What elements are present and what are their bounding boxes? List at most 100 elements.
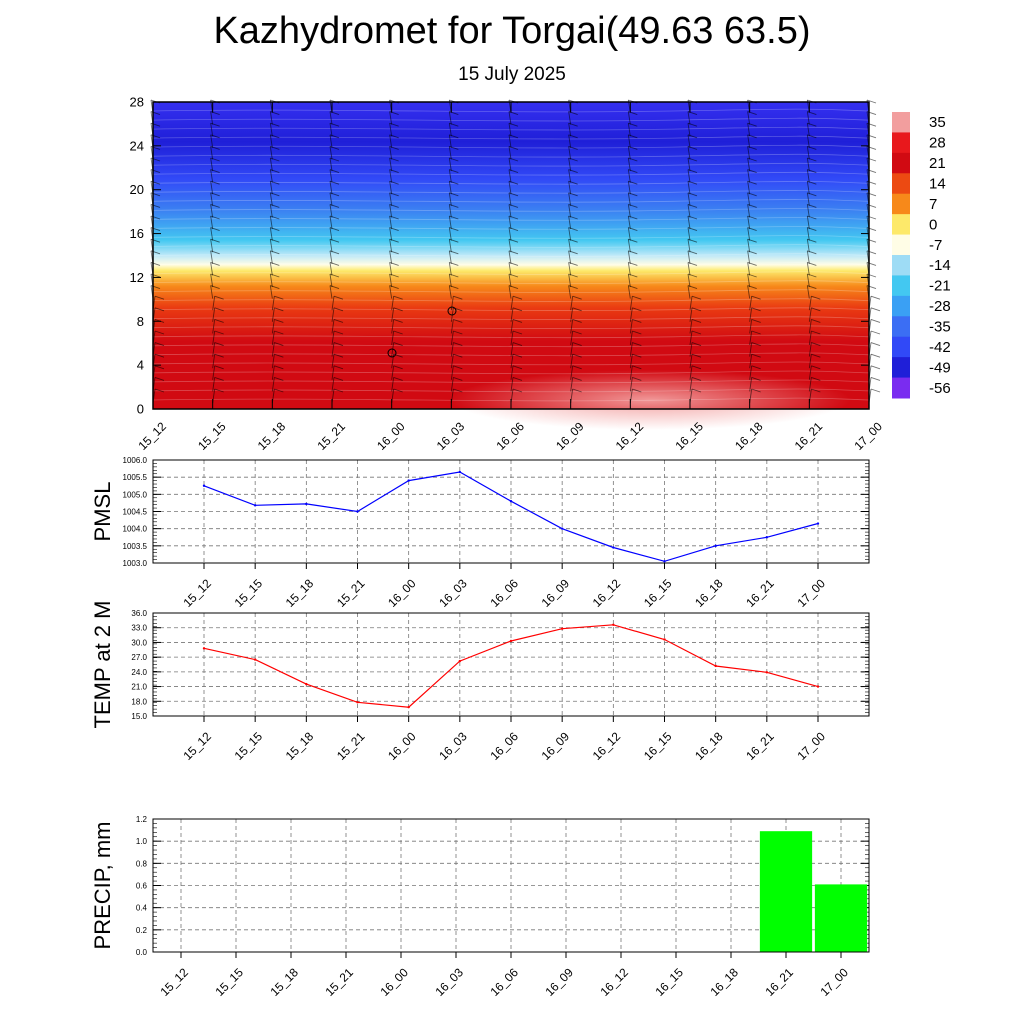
wind-barb-feather: [154, 353, 165, 358]
wind-barb: [329, 285, 333, 299]
contour-line: [152, 271, 870, 275]
wind-barb: [210, 273, 214, 288]
wind-barb: [331, 365, 335, 380]
y-tick-label: 0.0: [136, 948, 148, 957]
colorbar-segment: [892, 255, 910, 276]
wind-barb: [210, 239, 214, 253]
wind-barb: [448, 204, 452, 218]
wind-barb: [508, 134, 512, 148]
wind-barb: [806, 157, 810, 172]
wind-barb: [806, 250, 810, 264]
heatmap-y-tick-label: 16: [130, 226, 144, 241]
wind-barb-feather: [453, 365, 463, 370]
y-tick-label: 36.0: [131, 609, 147, 618]
y-tick-label: 0.4: [136, 904, 148, 913]
contour-line: [152, 316, 870, 320]
wind-barb: [269, 239, 273, 253]
colorbar-segment: [892, 295, 910, 317]
wind-barb: [329, 181, 333, 195]
wind-barb: [212, 307, 216, 322]
wind-barb-feather: [512, 365, 523, 370]
wind-barb: [269, 134, 273, 148]
wind-barb: [508, 157, 512, 172]
colorbar-segment: [892, 275, 910, 297]
wind-barb: [749, 365, 753, 380]
x-tick-label: 16_12: [597, 965, 631, 999]
wind-barb: [806, 285, 810, 299]
colorbar-segment: [892, 193, 910, 215]
wind-barb: [747, 273, 751, 288]
wind-barb: [389, 157, 393, 172]
colorbar-label: -7: [929, 237, 942, 254]
wind-barb: [806, 134, 810, 148]
wind-barb: [510, 365, 514, 380]
wind-barb: [391, 307, 395, 322]
contour-line: [152, 379, 870, 384]
wind-barb: [687, 285, 691, 299]
wind-barb: [450, 342, 454, 357]
wind-barb: [508, 192, 512, 206]
wind-barb: [687, 273, 691, 288]
wind-barb: [450, 319, 454, 334]
wind-barb: [627, 123, 631, 137]
contour-line: [152, 307, 870, 311]
wind-barb: [329, 227, 333, 241]
contour-line: [152, 153, 870, 158]
x-tick-label: 15_18: [267, 965, 301, 999]
wind-barb: [389, 262, 393, 276]
wind-barb-feather: [453, 295, 463, 300]
wind-barb-feather: [751, 295, 761, 300]
wind-barb: [271, 365, 275, 380]
heatmap-y-tick-label: 0: [137, 402, 144, 417]
wind-barb-feather: [333, 307, 344, 312]
colorbar-label: -14: [929, 257, 951, 274]
wind-barb-feather: [453, 330, 463, 335]
wind-barb: [689, 307, 693, 322]
wind-barb: [510, 307, 514, 322]
wind-barb: [448, 181, 452, 195]
heatmap-x-tick-label: 17_00: [851, 419, 885, 453]
wind-barb: [329, 262, 333, 276]
wind-barb: [271, 354, 275, 369]
x-tick-label: 16_09: [539, 576, 573, 610]
wind-barb: [687, 262, 691, 276]
wind-barb: [570, 342, 574, 357]
wind-barb: [389, 250, 393, 264]
heatmap-x-tick-label: 16_03: [434, 419, 468, 453]
wind-barb: [448, 111, 452, 125]
wind-barb: [448, 146, 452, 160]
wind-barb: [627, 111, 631, 125]
colorbar-label: 21: [929, 155, 946, 172]
wind-barb-feather: [512, 342, 523, 347]
wind-barb: [391, 319, 395, 334]
wind-barb-feather: [214, 330, 224, 335]
wind-barb-feather: [154, 330, 165, 335]
wind-barb: [570, 296, 574, 311]
y-tick-label: 1005.0: [123, 490, 148, 499]
wind-barb: [508, 250, 512, 264]
y-tick-label: 33.0: [131, 624, 147, 633]
data-point: [816, 522, 820, 525]
x-tick-label: 15_18: [283, 576, 317, 610]
wind-barb: [627, 262, 631, 276]
contour-line: [152, 370, 870, 375]
x-tick-label: 15_15: [232, 729, 266, 763]
wind-barb: [269, 262, 273, 276]
wind-barb: [627, 215, 631, 230]
data-point: [560, 527, 564, 530]
x-tick-label: 15_21: [334, 729, 368, 763]
wind-barb: [568, 181, 572, 195]
wind-barb: [747, 157, 751, 172]
wind-barb: [269, 146, 273, 160]
wind-barb: [448, 273, 452, 288]
wind-barb: [687, 181, 691, 195]
wind-barb: [808, 342, 812, 357]
wind-barb: [448, 285, 452, 299]
wind-barb-feather: [632, 353, 642, 358]
contour-line: [152, 144, 870, 149]
wind-barb-feather: [632, 330, 642, 335]
wind-barb: [210, 227, 214, 241]
x-tick-label: 16_21: [762, 965, 796, 999]
x-tick-label: 16_00: [385, 576, 419, 610]
wind-barb: [627, 169, 631, 183]
